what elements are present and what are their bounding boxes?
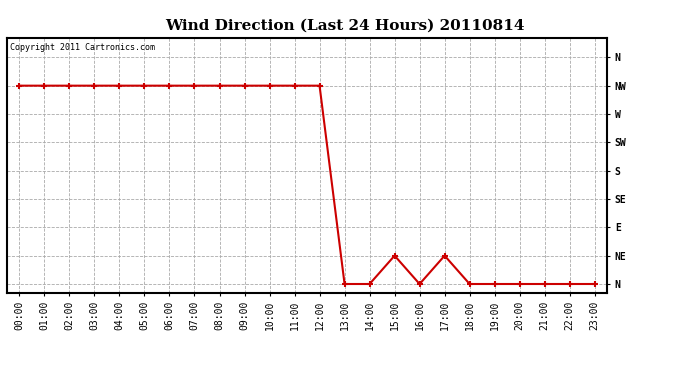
Text: Wind Direction (Last 24 Hours) 20110814: Wind Direction (Last 24 Hours) 20110814 <box>165 19 525 33</box>
Text: Copyright 2011 Cartronics.com: Copyright 2011 Cartronics.com <box>10 43 155 52</box>
